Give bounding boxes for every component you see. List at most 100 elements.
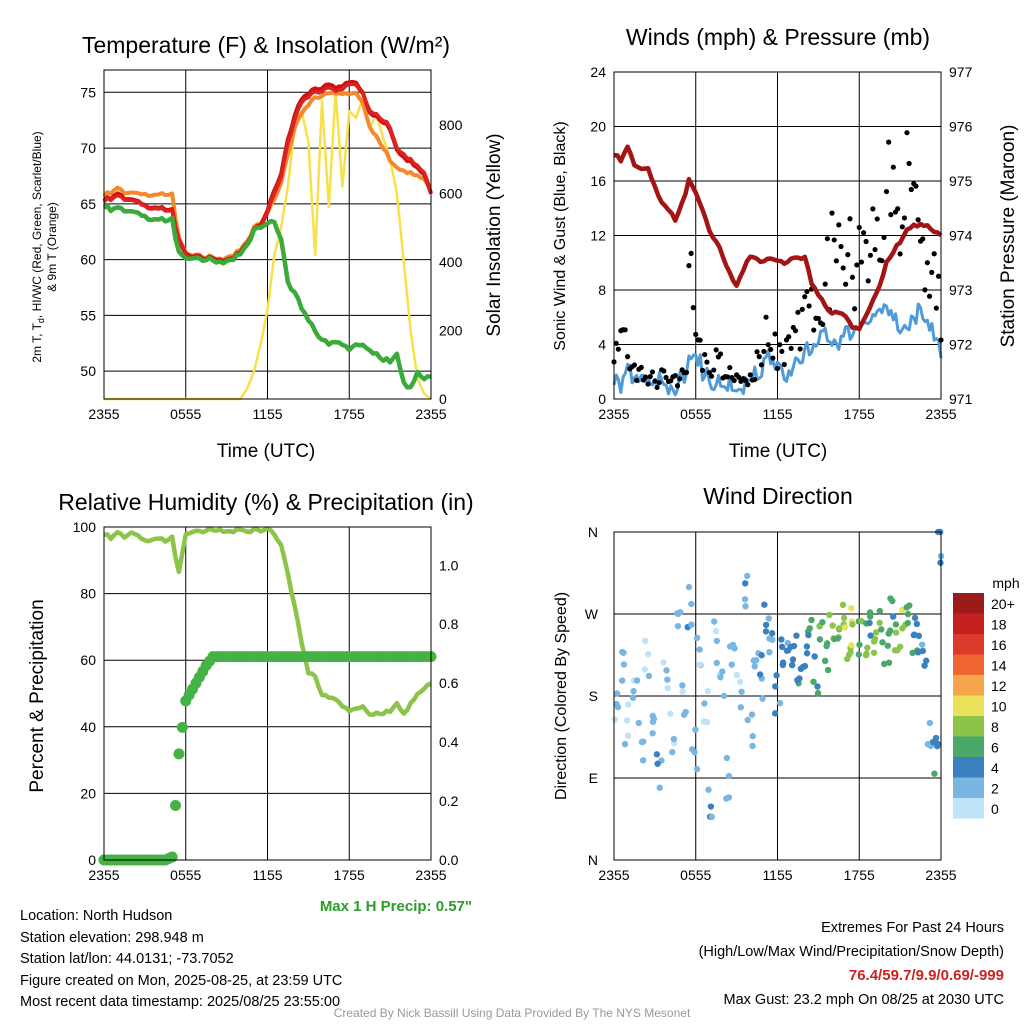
wind-direction-point: [611, 716, 619, 723]
insolation-y2tick-label: 800: [439, 117, 463, 133]
pressure-y2label: Station Pressure (Maroon): [998, 125, 1019, 348]
gust-point: [845, 252, 851, 258]
wind-direction-point: [881, 660, 888, 668]
precip-point: [176, 721, 188, 733]
wind-direction-xtick-label: 2355: [925, 867, 956, 883]
speed-legend-label: 18: [991, 617, 1007, 633]
precip-y2tick-label: 0.0: [439, 852, 459, 868]
gust-point: [897, 251, 903, 257]
humidity-title: Relative Humidity (%) & Precipitation (i…: [58, 489, 473, 515]
wind-direction-point: [765, 615, 772, 622]
wind-direction-point: [879, 639, 886, 646]
humidity-xtick-label: 0555: [170, 867, 201, 883]
speed-legend-swatch: [953, 798, 984, 819]
wind-direction-point: [743, 572, 751, 580]
winds-xtick-label: 1155: [762, 406, 792, 422]
gust-point: [756, 354, 762, 360]
insolation-y2tick-label: 0: [439, 391, 447, 407]
speed-legend-swatch: [953, 634, 984, 655]
wind-direction-point: [664, 676, 671, 683]
winds-xtick-label: 1755: [844, 406, 875, 422]
recent-data-text: Most recent data timestamp: 2025/08/25 2…: [20, 994, 341, 1010]
gust-point: [922, 287, 928, 293]
wind-direction-point: [913, 620, 921, 628]
wind-direction-point: [921, 662, 928, 669]
speed-legend-swatch: [953, 613, 984, 634]
gust-point: [690, 305, 696, 311]
gust-point: [622, 327, 628, 333]
temperature-ytick-label: 60: [80, 252, 96, 268]
gust-point: [763, 314, 769, 320]
gust-point: [908, 186, 914, 193]
wind-direction-point: [870, 649, 878, 656]
speed-legend-swatch: [953, 777, 984, 798]
wind-direction-point: [623, 717, 631, 724]
gust-point: [683, 369, 690, 376]
gust-point: [815, 315, 821, 322]
wind-direction-point: [679, 688, 686, 696]
wind-direction-point: [849, 621, 856, 628]
humidity-xtick-label: 1155: [252, 867, 282, 883]
gust-point: [702, 351, 708, 358]
gust-point: [747, 372, 753, 378]
temperature-plot-area: 2355 0555 1155 1755 2355 50 55 60 65 70 75 0 200 400 6…: [80, 69, 463, 422]
wind-direction-point: [761, 601, 768, 608]
wind-direction-point: [889, 613, 897, 620]
wind-direction-point: [840, 614, 848, 622]
winds-ytick-label: 12: [590, 228, 606, 244]
gust-point: [920, 236, 926, 242]
wind-direction-point: [759, 695, 766, 702]
wind-direction-point: [819, 619, 826, 626]
wind-direction-point: [733, 671, 741, 679]
gust-point: [858, 259, 865, 265]
speed-legend-label: 2: [991, 781, 999, 797]
pressure-series-line: [613, 144, 943, 332]
wind-direction-ytick-label: N: [588, 852, 598, 868]
humidity-ytick-label: 20: [80, 785, 96, 801]
wind-direction-point: [674, 610, 682, 618]
gust-point: [686, 263, 692, 269]
gust-point: [688, 250, 694, 256]
wind-direction-point: [629, 694, 637, 701]
gust-point: [711, 367, 717, 373]
gust-point: [663, 374, 669, 381]
gust-point: [870, 206, 876, 212]
wind-direction-title: Wind Direction: [703, 483, 853, 509]
wind-direction-xtick-label: 0555: [680, 867, 711, 883]
wind-direction-point: [710, 618, 718, 625]
humidity-panel: Relative Humidity (%) & Precipitation (i…: [27, 489, 474, 915]
speed-legend-swatch: [953, 593, 984, 614]
wind-direction-point: [779, 661, 787, 669]
wind-direction-point: [892, 629, 900, 636]
speed-legend-label: 8: [991, 719, 999, 735]
wind-direction-point: [667, 710, 674, 717]
temperature-xlabel: Time (UTC): [217, 441, 316, 462]
gust-point: [761, 348, 767, 355]
extremes-title: Extremes For Past 24 Hours: [821, 920, 1004, 936]
extremes-info: Extremes For Past 24 Hours (High/Low/Max…: [699, 916, 1004, 1012]
gust-point: [774, 365, 781, 372]
wind-direction-point: [896, 643, 904, 650]
temperature-ytick-label: 75: [80, 84, 96, 100]
wind-direction-point: [703, 718, 711, 726]
gust-point: [645, 381, 651, 387]
wind-direction-point: [769, 636, 776, 643]
wind-direction-ytick-label: E: [589, 770, 598, 786]
wind-direction-point: [878, 626, 885, 633]
wind-direction-point: [713, 637, 721, 645]
winds-ytick-label: 16: [590, 173, 606, 189]
humidity-ytick-label: 80: [80, 586, 96, 602]
wind-direction-point: [679, 682, 686, 689]
gust-point: [833, 258, 839, 264]
wind-direction-point: [736, 678, 744, 686]
wind-direction-point: [738, 688, 745, 695]
wind-direction-point: [742, 603, 749, 610]
temperature-xtick-label: 1155: [252, 406, 282, 422]
pressure-y2tick-label: 971: [949, 391, 973, 407]
temperature-ytick-label: 70: [80, 140, 96, 156]
wind-direction-point: [670, 735, 678, 743]
wind-direction-point: [805, 631, 812, 639]
wind-direction-point: [904, 610, 912, 618]
